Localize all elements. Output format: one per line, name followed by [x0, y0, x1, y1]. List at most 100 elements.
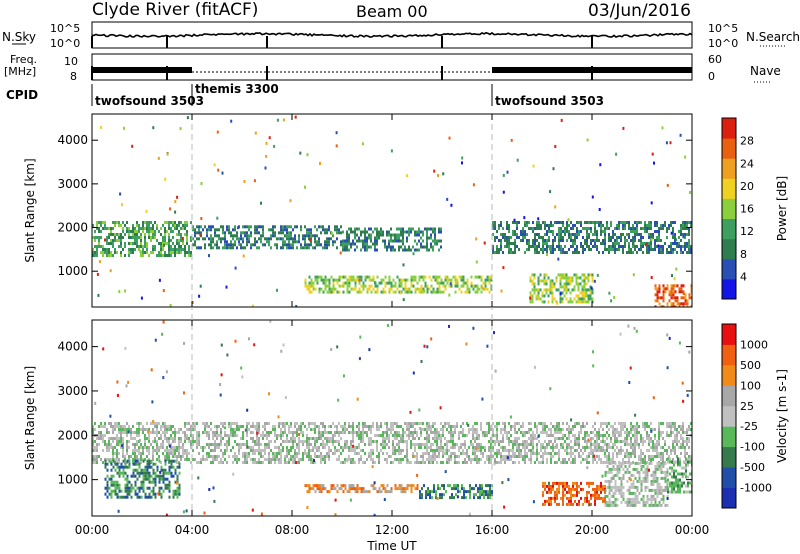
velocity-cell: [358, 431, 360, 434]
power-cell: [364, 227, 366, 231]
velocity-cell: [634, 425, 636, 428]
power-cell: [142, 248, 144, 251]
power-cell: [594, 230, 596, 233]
power-cell: [470, 281, 473, 285]
power-cell: [398, 227, 400, 231]
velocity-cell: [152, 462, 155, 466]
velocity-cell: [364, 425, 366, 428]
power-cell: [565, 291, 568, 295]
velocity-cell: [124, 458, 126, 461]
power-cell: [246, 237, 248, 241]
velocity-cell: [686, 431, 688, 434]
power-cell: [434, 290, 437, 294]
velocity-cell: [322, 425, 324, 428]
power-cell: [208, 228, 210, 232]
power-cell: [656, 290, 659, 294]
power-cell: [116, 221, 118, 224]
power-cell: [668, 224, 670, 227]
power-cell: [656, 239, 658, 242]
velocity-cell: [124, 486, 127, 490]
velocity-cell: [438, 446, 440, 449]
power-cell: [404, 278, 407, 282]
velocity-cell: [390, 455, 392, 458]
velocity-cell: [440, 449, 442, 452]
power-cell: [192, 225, 194, 229]
power-cell: [414, 278, 417, 282]
power-cell: [96, 254, 98, 257]
velocity-cell: [108, 440, 110, 443]
power-cell: [484, 284, 487, 288]
power-cell: [276, 237, 278, 241]
velocity-cell: [426, 449, 428, 452]
velocity-cell: [666, 425, 668, 428]
velocity-cell: [236, 443, 238, 446]
velocity-cell: [440, 422, 442, 425]
velocity-cell: [496, 440, 498, 443]
power-cell: [658, 248, 660, 251]
velocity-cell: [230, 428, 232, 431]
power-scatter-cell: [119, 192, 122, 196]
power-cell: [678, 305, 681, 307]
velocity-cell: [628, 434, 630, 437]
power-cell: [298, 240, 300, 244]
velocity-cell: [586, 461, 588, 464]
velocity-cell: [628, 443, 630, 446]
power-cell: [128, 230, 130, 233]
velocity-cell: [298, 425, 300, 428]
velocity-cell: [174, 455, 176, 458]
velocity-cell: [160, 486, 163, 490]
velocity-heatmap-cells: [92, 320, 692, 516]
power-scatter-cell: [537, 217, 540, 221]
power-cell: [194, 228, 196, 232]
power-cell: [128, 236, 130, 239]
velocity-cell: [676, 431, 678, 434]
velocity-cell: [412, 422, 414, 425]
power-cell: [326, 246, 328, 250]
power-cell: [672, 221, 674, 224]
power-cell: [406, 278, 409, 282]
velocity-cell: [146, 437, 148, 440]
power-cell: [579, 291, 582, 295]
velocity-cell: [332, 443, 334, 446]
velocity-cell: [356, 452, 358, 455]
velocity-cell: [660, 431, 662, 434]
power-cell: [634, 233, 636, 236]
velocity-cell: [198, 440, 200, 443]
velocity-cell: [232, 461, 234, 464]
velocity-cell: [490, 461, 492, 464]
velocity-cell: [429, 493, 431, 497]
velocity-cell: [314, 440, 316, 443]
power-cell: [406, 248, 408, 252]
power-cell: [226, 243, 228, 247]
velocity-cell: [496, 422, 498, 425]
velocity-cell: [156, 434, 158, 437]
velocity-cell: [264, 446, 266, 449]
power-cell: [526, 233, 528, 236]
velocity-cell: [410, 446, 412, 449]
power-cell: [268, 237, 270, 241]
power-scatter-cell: [475, 237, 478, 241]
power-cell: [290, 234, 292, 238]
velocity-cell: [336, 425, 338, 428]
power-cell: [480, 278, 483, 282]
power-cell: [318, 225, 320, 229]
velocity-cell: [478, 446, 480, 449]
velocity-cell: [174, 434, 176, 437]
power-cell: [376, 242, 378, 246]
velocity-cell: [158, 437, 160, 440]
power-cell: [545, 279, 548, 283]
velocity-cell: [292, 458, 294, 461]
velocity-cell: [362, 461, 364, 464]
power-cell: [234, 225, 236, 229]
power-cell: [176, 233, 178, 236]
velocity-cell: [426, 434, 428, 437]
power-cell: [548, 239, 550, 242]
power-cell: [581, 279, 584, 283]
velocity-cell: [310, 487, 313, 491]
power-cell: [428, 248, 430, 252]
velocity-cell: [336, 428, 338, 431]
power-cell: [612, 236, 614, 239]
power-cell: [386, 248, 388, 252]
power-cell: [536, 224, 538, 227]
